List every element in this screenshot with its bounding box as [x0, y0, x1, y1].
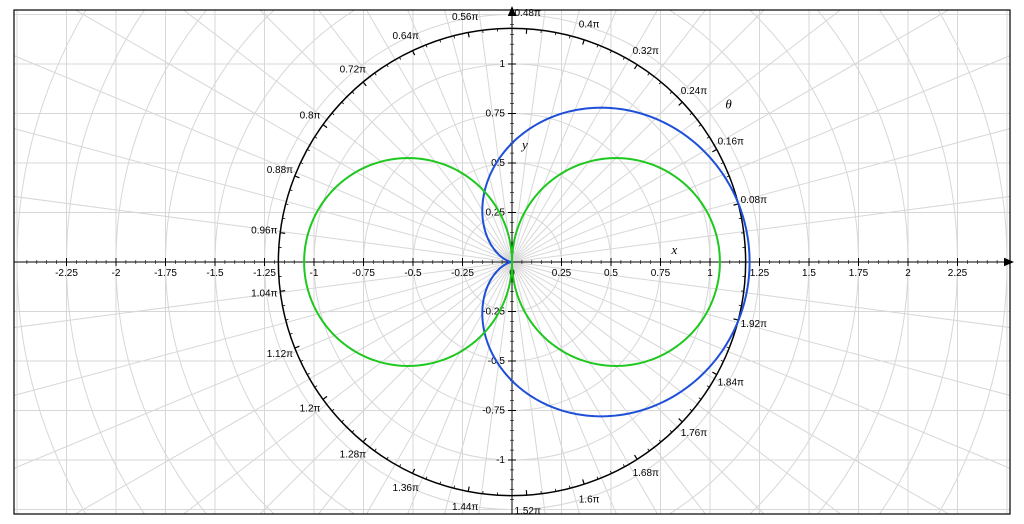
x-tick-label: -0.5: [404, 268, 422, 279]
angle-label: 0.96π: [251, 226, 277, 237]
x-tick-label: 0.75: [651, 268, 671, 279]
x-tick-label: -1.5: [206, 268, 224, 279]
angle-label: 0.16π: [718, 137, 744, 148]
angle-label: 1.68π: [633, 468, 659, 479]
x-tick-label: 0.5: [604, 268, 618, 279]
angle-label: 1.2π: [300, 404, 321, 415]
x-tick-label: -0.75: [352, 268, 375, 279]
x-tick-label: 2: [905, 268, 911, 279]
angle-label: 0.08π: [741, 195, 767, 206]
angle-label: 1.04π: [251, 288, 277, 299]
theta-label: θ: [725, 97, 732, 112]
angle-label: 1.28π: [340, 449, 366, 460]
x-tick-label: 1: [707, 268, 713, 279]
angle-label: 0.32π: [633, 46, 659, 57]
x-tick-label: -1: [310, 268, 319, 279]
angle-label: 1.44π: [452, 502, 478, 513]
angle-label: 1.92π: [741, 319, 767, 330]
angle-label: 1.6π: [579, 494, 600, 505]
x-tick-label: 1.75: [849, 268, 869, 279]
angle-label: 1.84π: [718, 377, 744, 388]
x-tick-label: -0.25: [451, 268, 474, 279]
angle-label: 0.72π: [340, 65, 366, 76]
x-tick-label: -1.75: [154, 268, 177, 279]
x-tick-label: 1.25: [750, 268, 770, 279]
angle-label: 1.76π: [681, 428, 707, 439]
y-tick-label: 1: [499, 59, 505, 70]
y-tick-label: -1: [496, 455, 505, 466]
x-axis-label: x: [670, 242, 677, 257]
x-tick-label: 2.25: [948, 268, 968, 279]
angle-label: 0.8π: [300, 110, 321, 121]
x-tick-label: 0.25: [552, 268, 572, 279]
angle-label: 0.56π: [452, 12, 478, 23]
x-tick-label: -2: [112, 268, 121, 279]
y-tick-label: 0.75: [486, 109, 506, 120]
angle-label: 0.24π: [681, 86, 707, 97]
y-tick-label: -0.75: [482, 406, 505, 417]
x-tick-label: -2.25: [55, 268, 78, 279]
angle-label: 1.36π: [393, 483, 419, 494]
polar-chart: -2.25-2-1.75-1.5-1.25-1-0.75-0.5-0.2500.…: [0, 0, 1024, 524]
angle-label: 0.64π: [393, 31, 419, 42]
angle-label: 1.12π: [267, 349, 293, 360]
angle-label: 0.88π: [267, 165, 293, 176]
angle-label: 1.52π: [514, 506, 540, 517]
angle-label: 0.4π: [579, 20, 600, 31]
x-tick-label: -1.25: [253, 268, 276, 279]
x-tick-label: 1.5: [802, 268, 816, 279]
y-axis-label: y: [520, 137, 528, 152]
